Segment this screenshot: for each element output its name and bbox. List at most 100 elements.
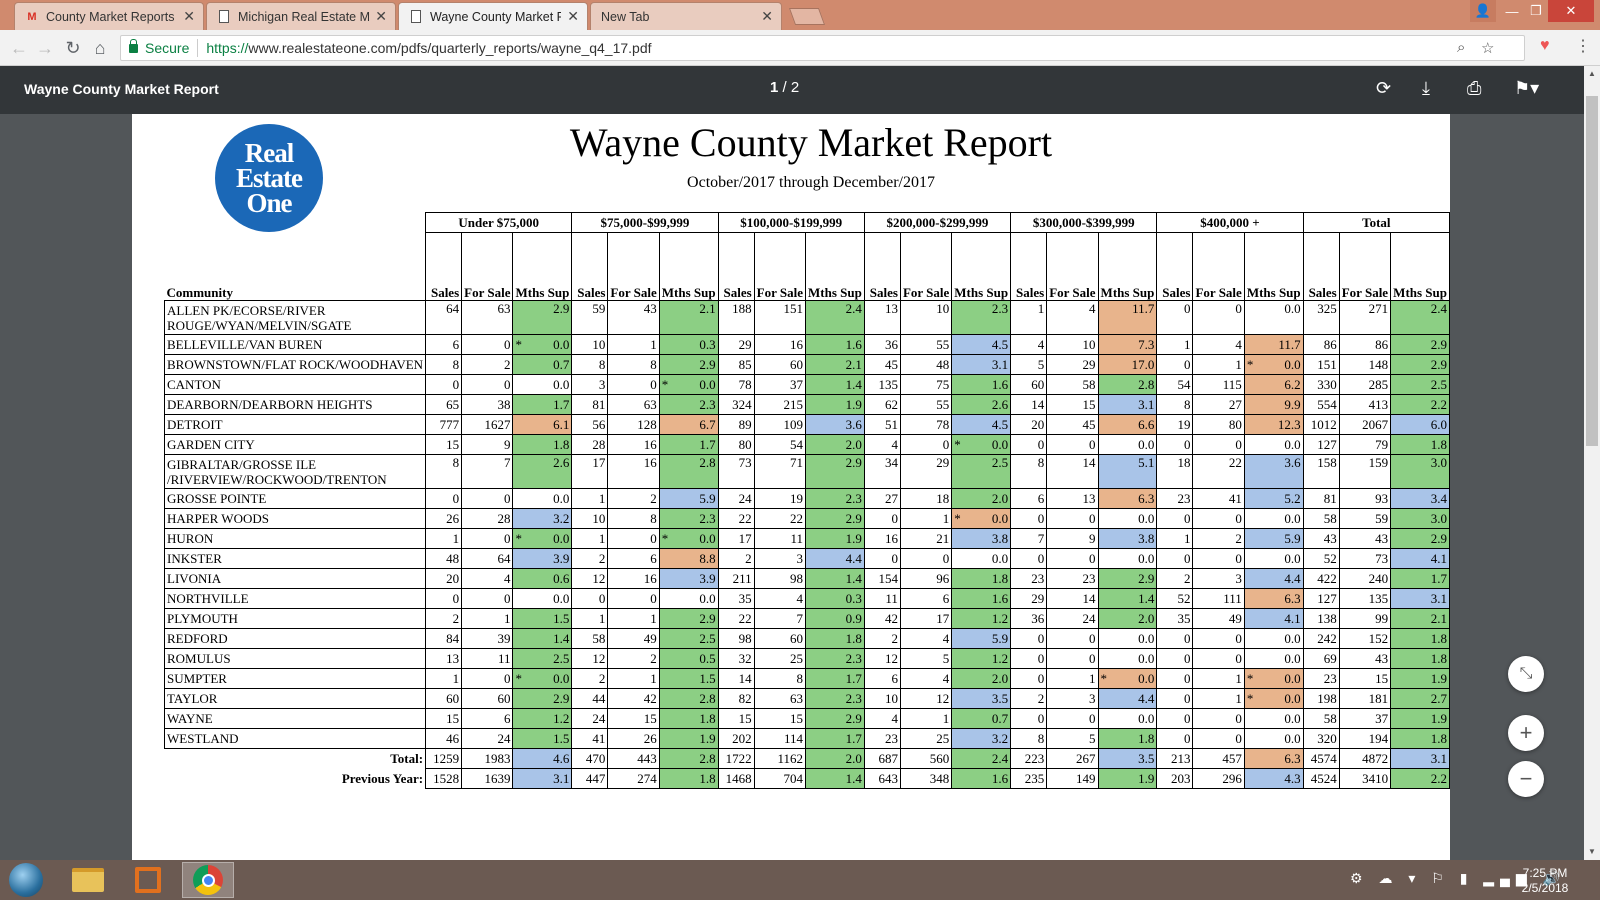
close-icon[interactable]: ✕	[567, 8, 579, 24]
table-row: PLYMOUTH 2 1 1.5 1 1 2.9 22 7 0.9 42 17 1.2 36 24 2.0 35…	[163, 608, 1450, 629]
cell-for-sale: 43	[1338, 528, 1392, 549]
tab-michigan-real-estate[interactable]: Michigan Real Estate Ma ✕	[206, 2, 396, 30]
cell-sales: 73	[717, 454, 755, 489]
browser-tab-strip: M County Market Reports - ✕ Michigan Rea…	[0, 0, 1600, 30]
zoom-magnifier-icon[interactable]: ⌕	[1457, 39, 1466, 56]
cell-for-sale: 64	[461, 548, 514, 569]
maximize-button[interactable]: ❐	[1530, 3, 1542, 18]
fit-to-page-icon[interactable]: ⤡	[1508, 656, 1544, 692]
cell-for-sale: 7	[461, 454, 514, 489]
cell-mths-sup: * 0.0	[658, 528, 719, 549]
secure-indicator[interactable]: Secure	[129, 38, 189, 56]
start-button[interactable]	[2, 862, 50, 898]
minimize-button[interactable]: —	[1505, 3, 1519, 19]
mths-sup-value: 2.7	[1430, 690, 1447, 706]
cell-sales: 22	[717, 508, 755, 529]
forward-arrow-icon[interactable]: →	[36, 37, 54, 58]
office-icon	[135, 867, 161, 893]
cell-mths-sup: 2.0	[951, 488, 1012, 509]
cell-sales: 35	[717, 588, 755, 609]
table-row: LIVONIA 20 4 0.6 12 16 3.9 211 98 1.4 154 96 1.8 23 23…	[163, 568, 1450, 589]
cell-mths-sup: 0.0	[512, 588, 573, 609]
column-header-for-sale: For Sale	[1338, 232, 1392, 301]
file-explorer-button[interactable]	[62, 862, 114, 898]
cell-for-sale: 15	[753, 708, 807, 729]
cell-for-sale: 0	[899, 434, 953, 455]
cell-sales: 0	[1156, 434, 1194, 455]
zoom-out-button[interactable]: −	[1508, 761, 1544, 797]
cell-for-sale: 0	[1192, 628, 1245, 649]
cell-for-sale: 4	[1046, 300, 1099, 335]
cell-for-sale: 18	[899, 488, 953, 509]
cell-for-sale: 1	[899, 508, 953, 529]
home-icon[interactable]: ⌂	[94, 37, 106, 58]
scroll-down-arrow-icon[interactable]: ▼	[1588, 847, 1596, 856]
summary-row: Total: 1259 1983 4.6 470 443 2.8 1722 1162 2.0 687…	[165, 748, 1450, 769]
mths-sup-value: 1.8	[1430, 630, 1447, 646]
cell-for-sale: 26	[607, 728, 660, 749]
tab-title: Wayne County Market R	[430, 9, 562, 24]
community-name: REDFORD	[163, 628, 427, 649]
new-tab-button[interactable]	[788, 8, 826, 25]
user-profile-icon[interactable]: 👤	[1470, 0, 1496, 22]
cell-for-sale: 267	[1046, 748, 1099, 769]
community-name: BROWNSTOWN/FLAT ROCK/WOODHAVEN	[163, 354, 427, 375]
cell-sales: 84	[425, 628, 463, 649]
cell-sales: 5	[1010, 354, 1048, 375]
current-page[interactable]: 1	[770, 79, 779, 96]
scroll-up-arrow-icon[interactable]: ▲	[1588, 69, 1596, 78]
vertical-scrollbar[interactable]: ▲ ▼	[1584, 66, 1600, 860]
cell-sales: 12	[571, 568, 609, 589]
tab-wayne-county-market-report[interactable]: Wayne County Market R ✕	[398, 2, 588, 30]
tab-new-tab[interactable]: New Tab ✕	[590, 2, 782, 30]
mths-sup-value: 1.7	[553, 396, 570, 412]
cell-sales: 6	[863, 668, 901, 689]
scrollbar-thumb[interactable]	[1586, 96, 1598, 446]
mths-sup-value: 2.0	[991, 670, 1009, 686]
cell-mths-sup: 1.8	[658, 708, 719, 729]
cell-sales: 777	[425, 414, 463, 435]
cell-mths-sup: 1.5	[512, 728, 573, 749]
cell-sales: 0	[1156, 354, 1194, 375]
report-date-range: October/2017 through December/2017	[687, 174, 935, 191]
chrome-taskbar-button[interactable]	[182, 862, 234, 898]
cell-sales: 554	[1302, 394, 1340, 415]
close-window-button[interactable]: ✕	[1548, 0, 1594, 22]
community-name: GIBRALTAR/GROSSE ILE /RIVERVIEW/ROCKWOOD…	[163, 454, 427, 489]
download-icon[interactable]: ⤓	[1422, 78, 1430, 98]
column-header-mths-sup: Mths Sup	[805, 232, 865, 301]
price-range-header: $400,000 +	[1156, 212, 1304, 233]
tab-county-market-reports[interactable]: M County Market Reports - ✕	[14, 2, 204, 30]
cell-mths-sup: 3.6	[805, 414, 865, 435]
divider	[197, 39, 199, 57]
mths-sup-value: 0.0	[699, 376, 716, 392]
cell-sales: 8	[425, 354, 463, 375]
address-bar[interactable]: Secure https://www.realestateone.com/pdf…	[120, 35, 1525, 61]
close-icon[interactable]: ✕	[375, 8, 387, 24]
mths-sup-value: 1.8	[1430, 730, 1447, 746]
bookmark-star-icon[interactable]: ☆	[1481, 40, 1495, 57]
reload-icon[interactable]: ↻	[65, 37, 81, 58]
mths-sup-value: 0.0	[1284, 510, 1301, 526]
cell-for-sale: 0	[461, 488, 514, 509]
ms-office-button[interactable]	[122, 862, 174, 898]
close-icon[interactable]: ✕	[761, 8, 773, 24]
community-name: CANTON	[163, 374, 427, 395]
system-tray[interactable]: ⚙ ☁ ▾ ⚐ ▮ ▂▄▆ 🔊	[1350, 870, 1567, 886]
bookmark-dropdown-icon[interactable]: ⚑▾	[1514, 78, 1540, 98]
cell-sales: 41	[571, 728, 609, 749]
cell-for-sale: 17	[899, 608, 953, 629]
print-icon[interactable]: ⎙	[1467, 78, 1482, 98]
close-icon[interactable]: ✕	[183, 8, 195, 24]
zoom-in-button[interactable]: +	[1508, 715, 1544, 751]
column-header-sales: Sales	[425, 232, 463, 301]
back-arrow-icon[interactable]: ←	[10, 37, 28, 58]
cell-sales: 154	[863, 568, 901, 589]
mths-sup-value: 1.7	[845, 730, 862, 746]
mths-sup-value: 0.0	[991, 436, 1009, 452]
rotate-icon[interactable]: ⟳	[1376, 78, 1392, 98]
cell-for-sale: 96	[899, 568, 953, 589]
menu-kebab-icon[interactable]: ⋮	[1575, 38, 1591, 55]
extension-heart-icon[interactable]: ♥	[1540, 37, 1550, 54]
taskbar-clock[interactable]: 7:25 PM 2/5/2018	[1515, 866, 1575, 896]
